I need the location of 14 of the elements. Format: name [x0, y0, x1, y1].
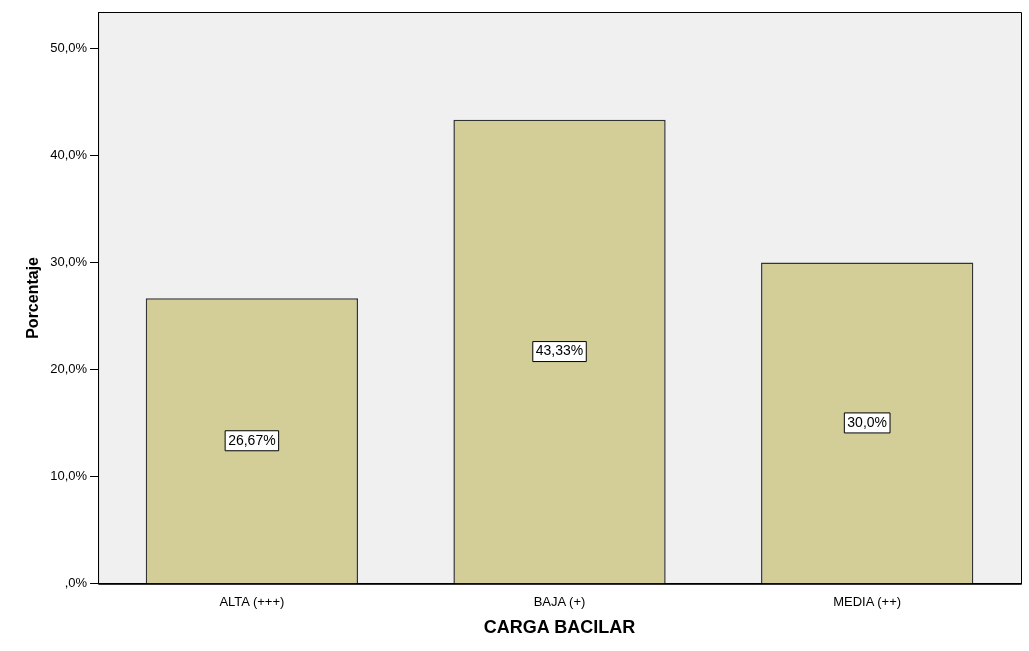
y-tick-label: 10,0% — [50, 468, 88, 484]
y-tick-label: 20,0% — [50, 361, 88, 377]
y-tick-label: ,0% — [64, 575, 88, 591]
y-tick-label: 50,0% — [50, 39, 88, 55]
y-tick-label: 40,0% — [50, 147, 88, 163]
x-axis-title: CARGA BACILAR — [483, 617, 636, 638]
x-tick-label: MEDIA (++) — [833, 594, 902, 610]
x-tick-label: ALTA (+++) — [219, 594, 285, 610]
x-tick-label: BAJA (+) — [533, 594, 586, 610]
data-label: 26,67% — [228, 431, 276, 448]
y-tick-label: 30,0% — [50, 254, 88, 270]
data-label: 43,33% — [535, 342, 584, 359]
data-label: 30,0% — [847, 413, 888, 430]
y-axis-title: Porcentaje — [24, 256, 42, 339]
